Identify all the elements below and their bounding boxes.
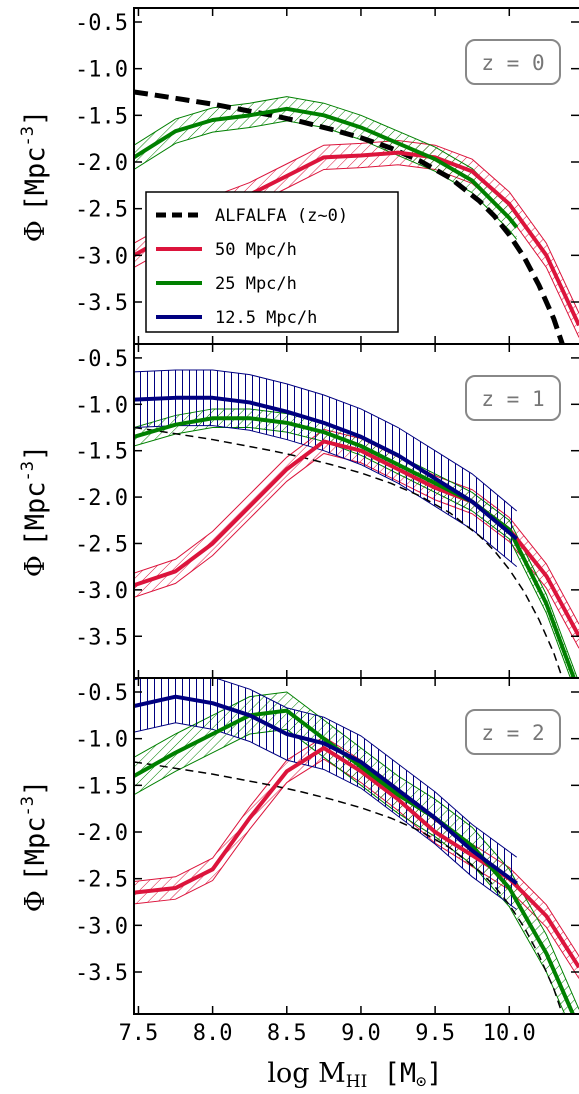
band-0-1 (134, 96, 517, 240)
band-upper-edge-1-2 (134, 369, 518, 512)
x-tick-label: 9.5 (415, 1021, 455, 1046)
y-label-phi: Φ (20, 882, 51, 913)
axes-text-layer: log MHI [M⊙] 7.5 8.0 8.5 9.0 9.5 10.0 (119, 1021, 536, 1092)
redshift-label: z = 0 (481, 51, 544, 75)
series-line-2-2 (134, 694, 518, 885)
y-tick-label: -3.5 (75, 291, 128, 316)
panel-1-plot-area (134, 369, 579, 678)
y-tick-label: -3.0 (75, 914, 128, 939)
x-tick-label: 8.5 (267, 1021, 307, 1046)
x-tick-label: 8.0 (193, 1021, 233, 1046)
y-tick-label: -2.5 (75, 532, 128, 557)
y-tick-label: -2.5 (75, 198, 128, 223)
band-upper-edge-2-2 (134, 678, 517, 858)
band-2-2 (134, 678, 517, 910)
series-line-1-2 (134, 395, 518, 541)
redshift-label: z = 1 (481, 387, 544, 411)
y-label-close: ] (20, 110, 51, 126)
y-tick-label: -1.0 (75, 393, 128, 418)
band-1-0 (134, 429, 579, 649)
panel-2-plot-area (134, 678, 579, 1014)
band-lower-edge-1-2 (134, 425, 518, 568)
y-label-sup: -3 (18, 796, 38, 816)
redshift-label-box (465, 709, 561, 755)
y-tick-label: -0.5 (75, 347, 128, 372)
y-tick-label: -3.5 (75, 625, 128, 650)
alfalfa-line-2 (134, 761, 564, 1014)
y-tick-label: -3.5 (75, 961, 128, 986)
y-tick-label: -2.0 (75, 151, 128, 176)
x-tick-label: 10.0 (483, 1021, 536, 1046)
y-tick-label: -2.0 (75, 821, 128, 846)
y-tick-label: -1.0 (75, 58, 128, 83)
panels-layer: -0.5-1.0-1.5-2.0-2.5-3.0-3.5Φ [Mpc-3]z =… (18, 7, 579, 1015)
series-line-2-1 (134, 708, 576, 1014)
y-tick-label: -3.0 (75, 244, 128, 269)
x-label-close: ] (426, 1058, 442, 1089)
y-label-close: ] (20, 780, 51, 796)
legend-label-1: 50 Mpc/h (215, 240, 297, 260)
series-line-0-1 (134, 106, 519, 229)
y-label-unit: [Mpc (20, 147, 51, 212)
y-tick-label: -1.5 (75, 104, 128, 129)
y-tick-label: -3.0 (75, 579, 128, 604)
y-axis-label: Φ [Mpc-3] (18, 110, 51, 243)
y-label-unit: [Mpc (20, 482, 51, 547)
y-label-unit: [Mpc (20, 817, 51, 882)
band-0-0 (134, 140, 579, 338)
y-label-phi: Φ (20, 547, 51, 578)
x-label-sub: HI (346, 1072, 368, 1092)
y-axis-label: Φ [Mpc-3] (18, 780, 51, 913)
x-label-sub2: ⊙ (416, 1072, 426, 1092)
panel-1: -0.5 -1.0 -1.5 -2.0 -2.5 -3.0 -3.5 Φ [Mpc-3] z =… (18, 343, 579, 679)
panel-2: -0.5 -1.0 -1.5 -2.0 -2.5 -3.0 -3.5 Φ [Mpc-3] z =… (18, 677, 579, 1015)
legend-label-3: 12.5 Mpc/h (215, 308, 317, 328)
legend-label-2: 25 Mpc/h (215, 274, 297, 294)
band-lower-edge-2-2 (134, 722, 517, 910)
x-label-post: [M (367, 1058, 416, 1089)
y-tick-label: -1.0 (75, 728, 128, 753)
y-label-sup: -3 (18, 126, 38, 146)
y-tick-label: -0.5 (75, 11, 128, 36)
alfalfa-line-1 (134, 426, 564, 678)
y-tick-label: -1.5 (75, 440, 128, 465)
series-line-1-1 (134, 416, 576, 678)
y-tick-label: -2.5 (75, 868, 128, 893)
redshift-label-box (465, 375, 561, 421)
y-axis-label: Φ [Mpc-3] (18, 445, 51, 578)
legend-label-0: ALFALFA (z~0) (215, 206, 348, 226)
x-tick-label: 7.5 (119, 1021, 159, 1046)
x-axis-label: log MHI [M⊙] (267, 1058, 442, 1092)
y-label-close: ] (20, 445, 51, 461)
x-label-pre: log M (267, 1058, 345, 1089)
y-tick-label: -1.5 (75, 774, 128, 799)
panel-frame-2 (133, 677, 579, 1015)
y-label-phi: Φ (20, 212, 51, 243)
x-tick-label: 9.0 (341, 1021, 381, 1046)
legend: ALFALFA (z~0) 50 Mpc/h 25 Mpc/h 12.5 Mpc/h (145, 191, 399, 333)
redshift-label-box (465, 39, 561, 85)
y-tick-label: -0.5 (75, 681, 128, 706)
y-tick-label: -2.0 (75, 486, 128, 511)
redshift-label: z = 2 (481, 721, 544, 745)
y-label-sup: -3 (18, 461, 38, 481)
alfalfa-line-0 (134, 89, 565, 344)
